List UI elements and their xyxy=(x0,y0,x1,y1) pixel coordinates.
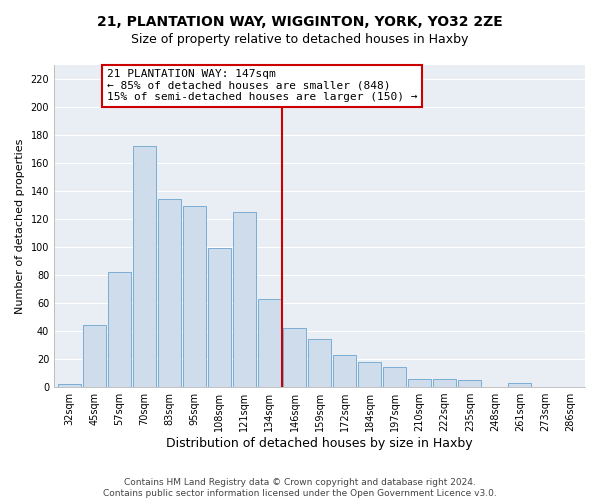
Bar xyxy=(308,340,331,387)
Bar xyxy=(408,378,431,387)
X-axis label: Distribution of detached houses by size in Haxby: Distribution of detached houses by size … xyxy=(166,437,473,450)
Bar xyxy=(183,206,206,387)
Bar xyxy=(383,368,406,387)
Bar xyxy=(208,248,231,387)
Bar xyxy=(83,326,106,387)
Text: 21 PLANTATION WAY: 147sqm
← 85% of detached houses are smaller (848)
15% of semi: 21 PLANTATION WAY: 147sqm ← 85% of detac… xyxy=(107,69,417,102)
Y-axis label: Number of detached properties: Number of detached properties xyxy=(15,138,25,314)
Bar xyxy=(508,383,532,387)
Bar xyxy=(358,362,381,387)
Bar xyxy=(458,380,481,387)
Bar xyxy=(283,328,306,387)
Bar xyxy=(433,378,456,387)
Bar xyxy=(133,146,156,387)
Text: Contains HM Land Registry data © Crown copyright and database right 2024.
Contai: Contains HM Land Registry data © Crown c… xyxy=(103,478,497,498)
Text: Size of property relative to detached houses in Haxby: Size of property relative to detached ho… xyxy=(131,32,469,46)
Bar xyxy=(233,212,256,387)
Text: 21, PLANTATION WAY, WIGGINTON, YORK, YO32 2ZE: 21, PLANTATION WAY, WIGGINTON, YORK, YO3… xyxy=(97,15,503,29)
Bar xyxy=(58,384,80,387)
Bar xyxy=(258,299,281,387)
Bar xyxy=(333,355,356,387)
Bar xyxy=(158,200,181,387)
Bar xyxy=(107,272,131,387)
